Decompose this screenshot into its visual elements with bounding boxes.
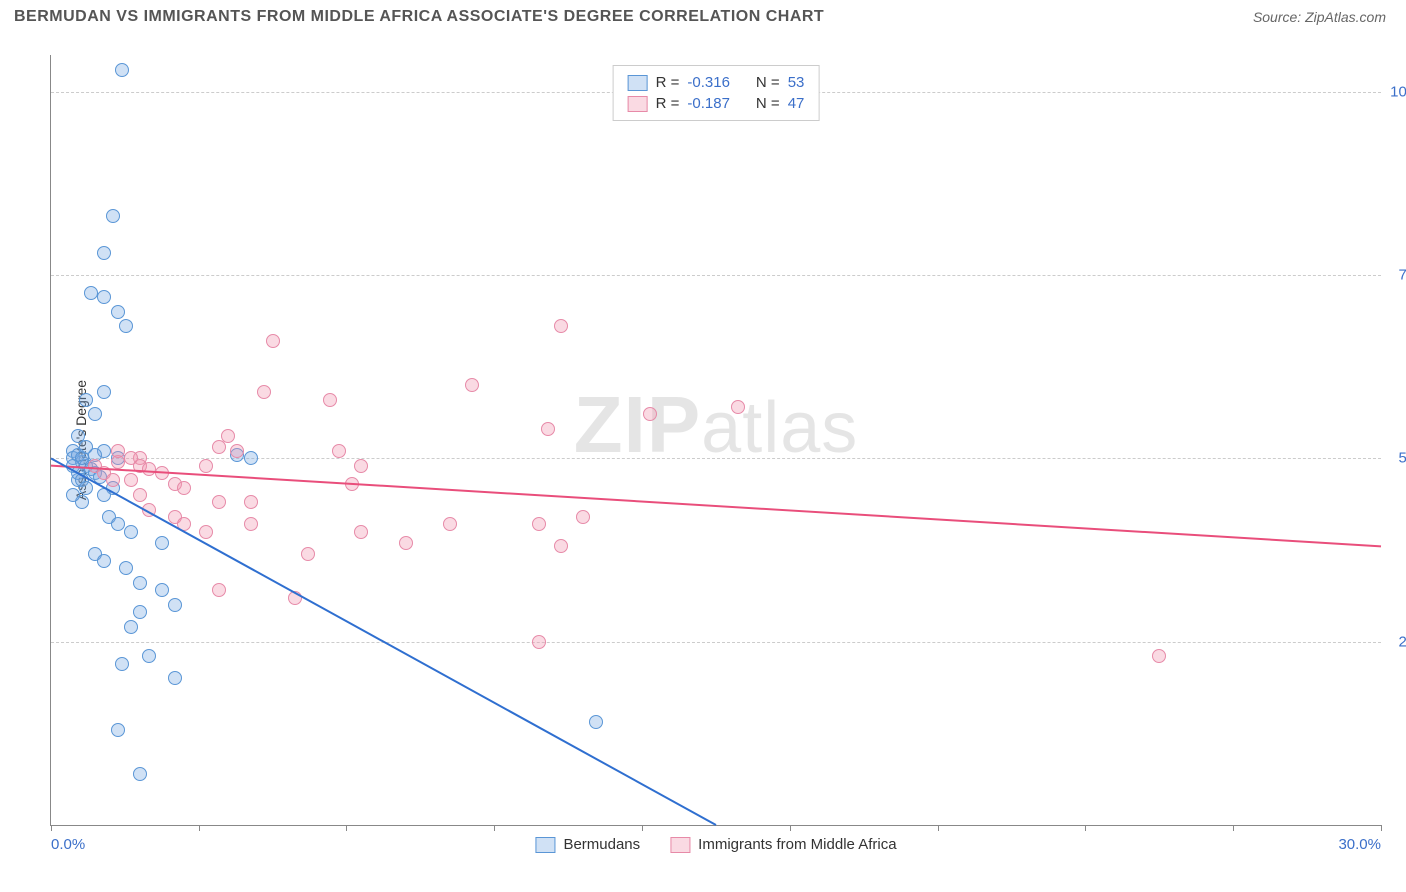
chart-header: BERMUDAN VS IMMIGRANTS FROM MIDDLE AFRIC… — [0, 0, 1406, 30]
chart-source: Source: ZipAtlas.com — [1253, 9, 1386, 25]
y-tick-label: 50.0% — [1398, 450, 1406, 467]
trend-line — [51, 466, 1381, 547]
y-tick-label: 75.0% — [1398, 267, 1406, 284]
x-tick — [1381, 825, 1382, 831]
chart-container: Associate's Degree 25.0%50.0%75.0%100.0%… — [50, 55, 1380, 825]
n-value: 47 — [788, 95, 805, 112]
legend-swatch-blue — [535, 837, 555, 853]
chart-title: BERMUDAN VS IMMIGRANTS FROM MIDDLE AFRIC… — [14, 8, 824, 26]
r-value: -0.187 — [687, 95, 730, 112]
x-tick — [494, 825, 495, 831]
n-label: N = — [756, 95, 780, 112]
x-tick — [642, 825, 643, 831]
legend-label-bermudans: Bermudans — [563, 836, 640, 853]
legend-stat-row: R = -0.187 N = 47 — [628, 93, 805, 114]
legend-item-immigrants: Immigrants from Middle Africa — [670, 836, 896, 853]
legend-series: Bermudans Immigrants from Middle Africa — [535, 836, 896, 853]
y-tick-label: 25.0% — [1398, 633, 1406, 650]
x-tick — [1085, 825, 1086, 831]
legend-swatch-pink — [670, 837, 690, 853]
plot-area: Associate's Degree 25.0%50.0%75.0%100.0%… — [50, 55, 1381, 826]
legend-swatch — [628, 75, 648, 91]
trend-line — [51, 458, 716, 825]
x-tick — [938, 825, 939, 831]
r-label: R = — [656, 74, 680, 91]
legend-stat-row: R = -0.316 N = 53 — [628, 72, 805, 93]
x-tick — [51, 825, 52, 831]
x-tick — [199, 825, 200, 831]
legend-swatch — [628, 96, 648, 112]
legend-item-bermudans: Bermudans — [535, 836, 640, 853]
r-label: R = — [656, 95, 680, 112]
n-label: N = — [756, 74, 780, 91]
y-tick-label: 100.0% — [1390, 83, 1406, 100]
x-tick — [790, 825, 791, 831]
legend-label-immigrants: Immigrants from Middle Africa — [698, 836, 896, 853]
x-tick-label: 0.0% — [51, 836, 85, 853]
x-tick — [1233, 825, 1234, 831]
n-value: 53 — [788, 74, 805, 91]
x-tick — [346, 825, 347, 831]
r-value: -0.316 — [687, 74, 730, 91]
x-tick-label: 30.0% — [1338, 836, 1381, 853]
trend-lines — [51, 55, 1381, 825]
legend-stats: R = -0.316 N = 53 R = -0.187 N = 47 — [613, 65, 820, 121]
